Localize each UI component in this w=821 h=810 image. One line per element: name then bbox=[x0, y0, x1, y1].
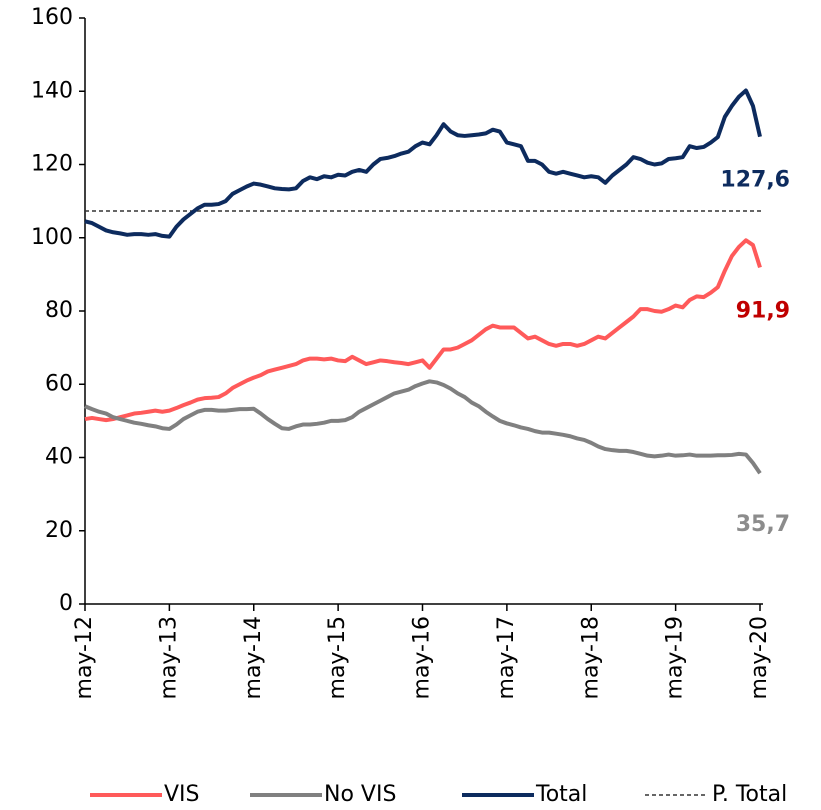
y-tick-label: 40 bbox=[45, 445, 73, 470]
x-tick-label: may-14 bbox=[241, 616, 266, 699]
legend-label: P. Total bbox=[712, 782, 787, 807]
x-tick-label: may-15 bbox=[325, 616, 350, 699]
legend-label: No VIS bbox=[324, 782, 396, 807]
y-tick-label: 80 bbox=[45, 298, 73, 323]
y-tick-label: 0 bbox=[59, 591, 73, 616]
legend-label: Total bbox=[535, 782, 587, 807]
y-tick-label: 120 bbox=[31, 152, 73, 177]
y-tick-label: 100 bbox=[31, 225, 73, 250]
series-line bbox=[84, 379, 762, 475]
x-tick-label: may-13 bbox=[156, 616, 181, 699]
series-line bbox=[84, 238, 762, 423]
legend-label: VIS bbox=[164, 782, 200, 807]
y-tick-label: 160 bbox=[31, 5, 73, 30]
x-tick-label: may-16 bbox=[410, 616, 435, 699]
x-tick-label: may-17 bbox=[494, 616, 519, 699]
data-label: 35,7 bbox=[736, 512, 790, 537]
y-tick-label: 140 bbox=[31, 78, 73, 103]
y-tick-label: 20 bbox=[45, 518, 73, 543]
y-tick-label: 60 bbox=[45, 371, 73, 396]
x-tick-label: may-18 bbox=[578, 616, 603, 699]
data-label: 127,6 bbox=[720, 168, 790, 193]
data-label: 91,9 bbox=[736, 298, 790, 323]
x-tick-label: may-12 bbox=[72, 616, 97, 699]
series-line bbox=[84, 88, 762, 239]
x-tick-label: may-20 bbox=[747, 616, 772, 699]
x-tick-label: may-19 bbox=[663, 616, 688, 699]
